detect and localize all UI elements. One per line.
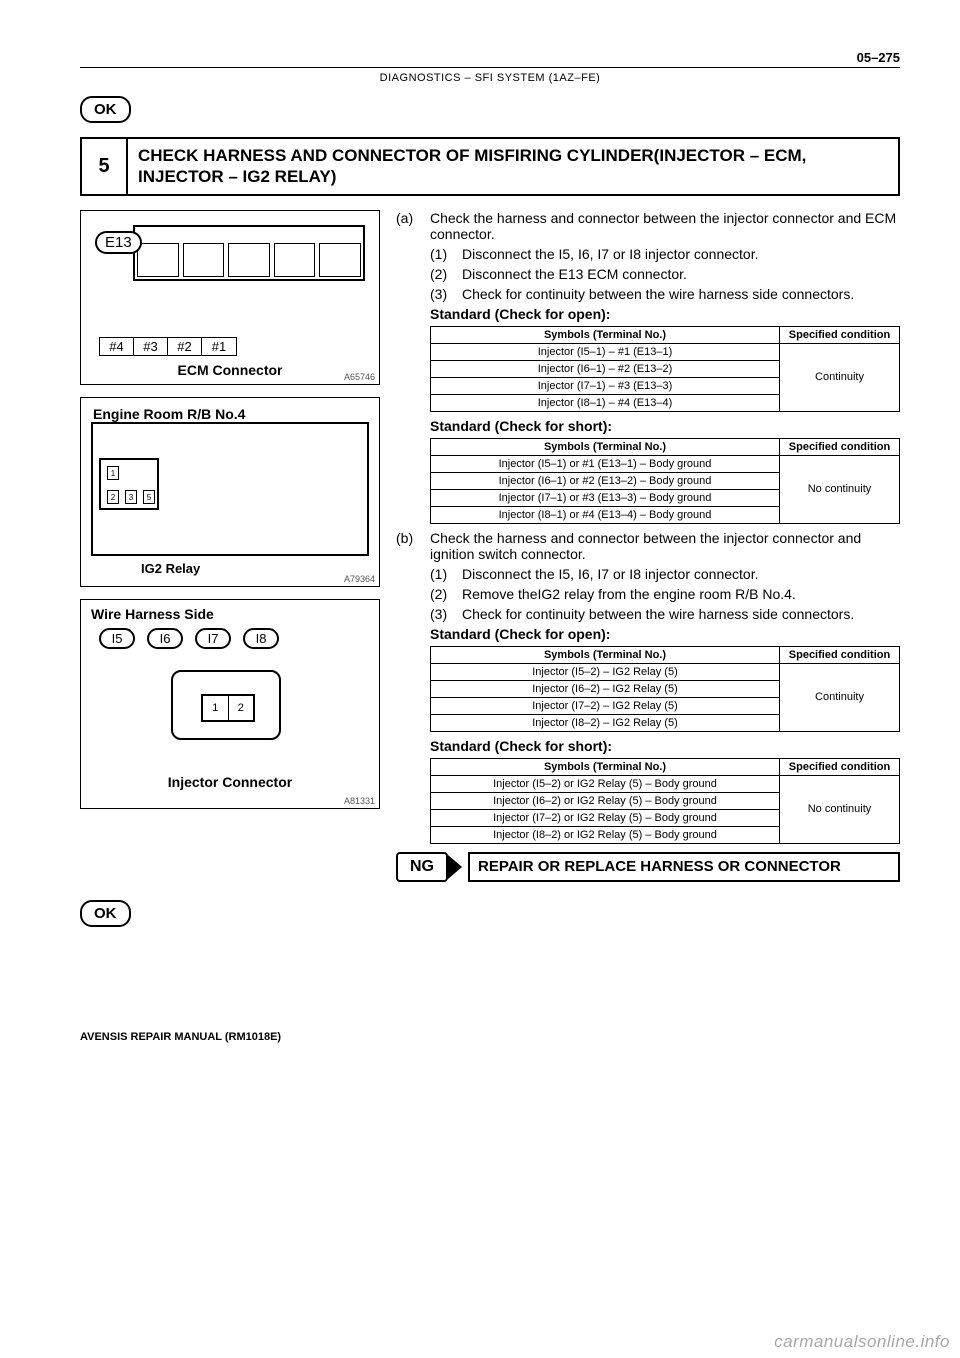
pill-i6: I6 [147,628,183,649]
std-short-a: Standard (Check for short): [430,418,900,434]
rule-line [80,67,900,68]
injector-shape: 1 2 [171,670,281,740]
watermark: carmanualsonline.info [774,1332,950,1352]
ng-box: NG [396,852,448,882]
text-a: Check the harness and connector between … [430,210,900,242]
inj-pin-2: 2 [229,696,254,720]
pill-i5: I5 [99,628,135,649]
table-b-open: Symbols (Terminal No.)Specified conditio… [430,646,900,732]
para-b2: (2) Remove theIG2 relay from the engine … [396,586,900,602]
table-a-open: Symbols (Terminal No.)Specified conditio… [430,326,900,412]
step-number: 5 [82,139,128,194]
pin-4: #4 [100,338,134,355]
inj-pin-1: 1 [203,696,229,720]
ng-action: REPAIR OR REPLACE HARNESS OR CONNECTOR [468,852,900,882]
text-b: Check the harness and connector between … [430,530,900,562]
step-bar: 5 CHECK HARNESS AND CONNECTOR OF MISFIRI… [80,137,900,196]
connector-ids: I5 I6 I7 I8 [99,628,279,649]
pill-i8: I8 [243,628,279,649]
para-a3: (3) Check for continuity between the wir… [396,286,900,302]
relay-pin: 3 [125,490,137,504]
fig3-title: Wire Harness Side [91,606,214,622]
figure-code: A79364 [344,574,375,584]
para-b: (b) Check the harness and connector betw… [396,530,900,562]
std-open-b: Standard (Check for open): [430,626,900,642]
tag-a: (a) [396,210,430,242]
para-b1: (1) Disconnect the I5, I6, I7 or I8 inje… [396,566,900,582]
figure-code: A81331 [344,796,375,806]
para-a: (a) Check the harness and connector betw… [396,210,900,242]
table-a-short: Symbols (Terminal No.)Specified conditio… [430,438,900,524]
fig2-title: Engine Room R/B No.4 [91,406,247,422]
para-b3: (3) Check for continuity between the wir… [396,606,900,622]
pin-numbers: #4 #3 #2 #1 [99,337,237,356]
figure-injector-connector: Wire Harness Side I5 I6 I7 I8 1 2 Inject… [80,599,380,809]
relay-pin: 5 [143,490,155,504]
para-a2: (2) Disconnect the E13 ECM connector. [396,266,900,282]
figure-code: A65746 [344,372,375,382]
ig2-relay-box: 1 2 3 5 [99,458,159,510]
ig2-relay-label: IG2 Relay [141,561,200,576]
ok-box: OK [80,96,131,123]
figure-engine-room-rb: Engine Room R/B No.4 1 2 3 5 IG2 Relay A… [80,397,380,587]
section-header: DIAGNOSTICS – SFI SYSTEM (1AZ–FE) [80,72,900,84]
ecm-label: ECM Connector [81,362,379,378]
table-b-short: Symbols (Terminal No.)Specified conditio… [430,758,900,844]
relay-pin: 2 [107,490,119,504]
relay-pin: 1 [107,466,119,480]
para-a1: (1) Disconnect the I5, I6, I7 or I8 inje… [396,246,900,262]
e13-badge: E13 [95,231,142,254]
tag-b: (b) [396,530,430,562]
injector-label: Injector Connector [81,774,379,790]
step-title: CHECK HARNESS AND CONNECTOR OF MISFIRING… [128,139,898,194]
ecm-slots [137,243,361,277]
ng-row: NG REPAIR OR REPLACE HARNESS OR CONNECTO… [396,852,900,882]
arrow-icon [448,855,462,879]
pin-2: #2 [168,338,202,355]
pill-i7: I7 [195,628,231,649]
pin-1: #1 [202,338,236,355]
page-number: 05–275 [80,50,900,65]
footer-text: AVENSIS REPAIR MANUAL (RM1018E) [80,1031,900,1043]
pin-3: #3 [134,338,168,355]
std-short-b: Standard (Check for short): [430,738,900,754]
figure-ecm-connector: E13 #4 #3 #2 #1 ECM Connector A65746 [80,210,380,385]
std-open-a: Standard (Check for open): [430,306,900,322]
ok-box-bottom: OK [80,900,131,927]
